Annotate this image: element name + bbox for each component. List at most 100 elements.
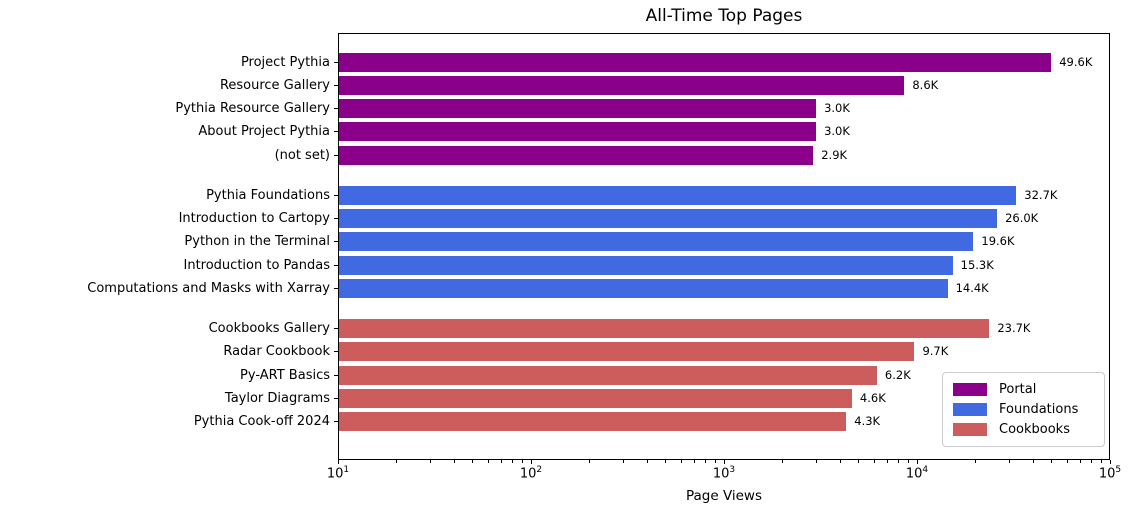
bar bbox=[339, 52, 1052, 72]
legend-swatch bbox=[953, 423, 987, 436]
bar-value-label: 14.4K bbox=[955, 280, 989, 295]
y-tick-mark bbox=[334, 108, 338, 110]
x-tick-mark-minor bbox=[588, 460, 590, 463]
bar bbox=[339, 122, 817, 142]
y-tick-label: About Project Pythia bbox=[198, 124, 330, 140]
x-tick-mark-minor bbox=[487, 460, 489, 463]
bar-value-label: 19.6K bbox=[981, 234, 1015, 249]
x-tick-label: 104 bbox=[905, 465, 929, 482]
x-tick-mark-minor bbox=[873, 460, 875, 463]
y-tick-mark bbox=[334, 194, 338, 196]
bar bbox=[339, 365, 877, 385]
x-tick-mark-minor bbox=[1032, 460, 1034, 463]
y-tick-mark bbox=[334, 241, 338, 243]
y-tick-mark bbox=[334, 84, 338, 86]
bar-value-label: 26.0K bbox=[1005, 211, 1039, 225]
y-tick-mark bbox=[334, 218, 338, 219]
y-tick-label: Project Pythia bbox=[240, 54, 330, 70]
x-tick-mark-minor bbox=[680, 460, 682, 463]
x-tick-mark-major bbox=[530, 460, 532, 464]
bar-value-label: 49.6K bbox=[1059, 54, 1093, 69]
y-tick-label: Taylor Diagrams bbox=[224, 390, 330, 406]
x-tick-mark-minor bbox=[511, 460, 513, 463]
bar-value-label: 4.3K bbox=[854, 414, 881, 429]
bar bbox=[339, 342, 915, 362]
y-tick-label: Introduction to Cartopy bbox=[178, 211, 330, 226]
legend-row: Portal bbox=[953, 381, 1094, 398]
x-tick-mark-minor bbox=[395, 460, 397, 463]
y-tick-label: Pythia Cook-off 2024 bbox=[193, 414, 330, 430]
x-tick-mark-major bbox=[916, 460, 918, 464]
x-tick-mark-minor bbox=[429, 460, 431, 463]
y-tick-mark bbox=[334, 351, 338, 353]
x-tick-mark-major bbox=[337, 460, 339, 464]
y-tick-mark bbox=[334, 327, 338, 329]
legend: Portal Foundations Cookbooks bbox=[942, 372, 1105, 447]
bar-value-label: 3.0K bbox=[824, 101, 850, 116]
y-tick-mark bbox=[334, 374, 338, 376]
legend-label: Foundations bbox=[999, 402, 1079, 417]
legend-row: Cookbooks bbox=[953, 421, 1094, 438]
x-tick-label: 105 bbox=[1098, 465, 1122, 482]
bar-value-label: 6.2K bbox=[884, 367, 911, 382]
bar bbox=[339, 145, 814, 165]
x-tick-mark-minor bbox=[693, 460, 695, 463]
bar bbox=[339, 232, 974, 252]
bar bbox=[339, 209, 998, 228]
x-tick-mark-minor bbox=[1079, 460, 1081, 463]
bar-value-label: 3.0K bbox=[824, 124, 850, 139]
x-tick-mark-minor bbox=[897, 460, 899, 463]
x-tick-mark-minor bbox=[665, 460, 667, 463]
x-tick-mark-minor bbox=[974, 460, 976, 463]
x-tick-mark-minor bbox=[1008, 460, 1010, 463]
bar bbox=[339, 255, 953, 275]
x-tick-mark-minor bbox=[500, 460, 502, 463]
bar bbox=[339, 278, 948, 298]
x-axis-title: Page Views bbox=[685, 488, 763, 504]
x-tick-mark-minor bbox=[646, 460, 648, 463]
x-tick-label: 101 bbox=[326, 465, 350, 482]
y-tick-label: Python in the Terminal bbox=[184, 234, 330, 250]
x-tick-mark-major bbox=[1109, 460, 1111, 464]
x-tick-mark-minor bbox=[453, 460, 455, 463]
y-tick-label: Pythia Resource Gallery bbox=[175, 101, 330, 117]
chart-title: All-Time Top Pages bbox=[645, 6, 803, 26]
y-tick-mark bbox=[334, 131, 338, 133]
bar bbox=[339, 99, 817, 119]
y-tick-label: (not set) bbox=[274, 147, 330, 163]
bar-value-label: 9.7K bbox=[922, 344, 949, 359]
bar-value-label: 23.7K bbox=[997, 320, 1031, 335]
bar-value-label: 2.9K bbox=[821, 147, 848, 162]
y-tick-label: Resource Gallery bbox=[219, 77, 330, 93]
x-tick-mark-minor bbox=[1100, 460, 1102, 463]
x-tick-label: 102 bbox=[519, 465, 543, 482]
x-tick-mark-minor bbox=[839, 460, 841, 463]
y-tick-label: Py-ART Basics bbox=[240, 367, 330, 383]
bar-value-label: 8.6K bbox=[912, 77, 939, 92]
legend-swatch bbox=[953, 383, 987, 396]
x-tick-mark-minor bbox=[858, 460, 860, 463]
x-tick-mark-minor bbox=[1066, 460, 1068, 463]
y-tick-mark bbox=[334, 397, 338, 399]
y-tick-label: Computations and Masks with Xarray bbox=[87, 280, 330, 296]
x-tick-mark-minor bbox=[521, 460, 523, 463]
bar bbox=[339, 412, 847, 432]
bar-value-label: 15.3K bbox=[960, 257, 994, 272]
x-tick-mark-minor bbox=[1051, 460, 1053, 463]
y-tick-mark bbox=[334, 264, 338, 266]
legend-label: Cookbooks bbox=[999, 422, 1070, 437]
bar bbox=[339, 75, 905, 95]
x-tick-mark-major bbox=[723, 460, 725, 464]
y-tick-mark bbox=[334, 61, 338, 63]
x-tick-mark-minor bbox=[622, 460, 624, 463]
y-tick-label: Radar Cookbook bbox=[223, 344, 330, 360]
legend-label: Portal bbox=[999, 382, 1037, 397]
x-tick-mark-minor bbox=[472, 460, 474, 463]
y-tick-mark bbox=[334, 154, 338, 156]
x-tick-label: 103 bbox=[712, 465, 736, 482]
bar bbox=[339, 318, 990, 338]
x-tick-mark-minor bbox=[907, 460, 909, 463]
y-tick-mark bbox=[334, 287, 338, 289]
bar bbox=[339, 185, 1017, 205]
